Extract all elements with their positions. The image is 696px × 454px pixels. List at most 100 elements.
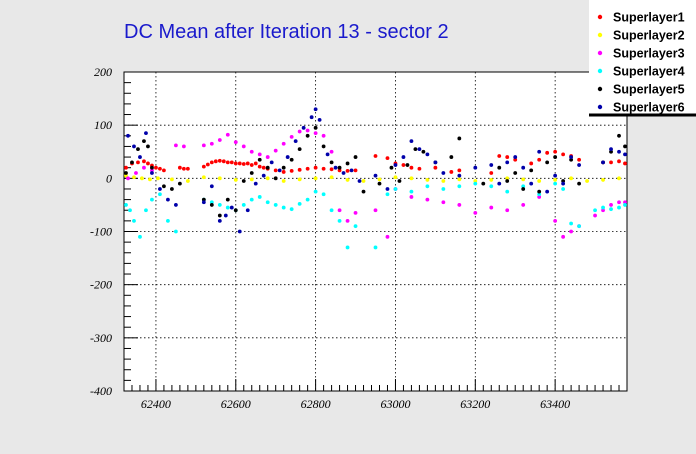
- data-point: [497, 181, 502, 186]
- data-point: [577, 181, 581, 186]
- data-point: [505, 160, 510, 165]
- data-point: [217, 176, 222, 181]
- data-point: [593, 213, 597, 218]
- data-point: [293, 139, 298, 144]
- data-point: [150, 165, 154, 170]
- legend-marker: [597, 32, 603, 38]
- data-point: [217, 158, 222, 163]
- data-point: [132, 218, 136, 223]
- data-point: [521, 203, 526, 207]
- legend: Superlayer1 Superlayer2 Superlayer3 Superla…: [589, 0, 696, 117]
- data-point: [257, 152, 262, 157]
- data-point: [617, 200, 621, 205]
- data-point: [253, 161, 258, 166]
- data-point: [489, 163, 494, 167]
- data-point: [457, 184, 462, 189]
- data-point: [457, 168, 462, 173]
- data-point: [297, 177, 302, 182]
- data-point: [577, 163, 581, 167]
- data-point: [321, 192, 326, 197]
- data-point: [425, 152, 430, 157]
- data-point: [377, 177, 382, 182]
- data-point: [173, 203, 178, 207]
- data-point: [265, 155, 270, 159]
- data-point: [529, 168, 534, 173]
- y-tick-label: -200: [90, 278, 112, 292]
- data-point: [124, 203, 128, 207]
- data-point: [553, 218, 558, 223]
- data-point: [349, 168, 354, 173]
- data-point: [305, 166, 310, 171]
- data-point: [136, 147, 140, 151]
- data-point: [225, 197, 230, 202]
- data-point: [357, 179, 362, 183]
- data-point: [217, 203, 222, 207]
- data-point: [281, 165, 286, 170]
- data-point: [545, 160, 550, 165]
- data-point: [505, 155, 510, 159]
- plot-background: [124, 72, 627, 391]
- data-point: [337, 208, 342, 213]
- data-point: [297, 147, 302, 151]
- x-tick-label: 63400: [540, 397, 570, 411]
- legend-label: Superlayer4: [613, 65, 685, 79]
- data-point: [166, 197, 170, 202]
- data-point: [505, 189, 510, 194]
- data-point: [142, 139, 146, 144]
- data-point: [345, 218, 350, 223]
- data-point: [385, 187, 390, 191]
- data-point: [593, 208, 597, 213]
- data-point: [297, 129, 302, 134]
- data-point: [433, 160, 438, 165]
- data-point: [181, 144, 186, 149]
- x-tick-label: 63000: [380, 397, 410, 411]
- data-point: [385, 192, 390, 197]
- data-point: [313, 107, 318, 112]
- data-point: [150, 197, 154, 202]
- series-superlayer6: [126, 107, 627, 234]
- data-point: [313, 189, 318, 194]
- data-point: [181, 166, 186, 171]
- data-point: [130, 160, 134, 165]
- data-point: [128, 208, 132, 213]
- data-point: [265, 200, 270, 205]
- series-superlayer3: [126, 128, 627, 239]
- data-point: [281, 179, 286, 183]
- data-point: [265, 165, 270, 170]
- data-point: [233, 208, 238, 213]
- data-point: [623, 144, 627, 149]
- data-point: [154, 165, 158, 170]
- data-point: [449, 170, 454, 174]
- data-point: [249, 177, 254, 182]
- data-point: [609, 203, 613, 207]
- data-point: [329, 208, 334, 213]
- data-point: [617, 176, 621, 181]
- data-point: [233, 178, 238, 182]
- data-point: [201, 175, 206, 180]
- x-tick-label: 62400: [141, 397, 171, 411]
- data-point: [249, 197, 254, 202]
- data-point: [126, 176, 130, 181]
- data-point: [249, 149, 254, 154]
- data-point: [373, 208, 378, 213]
- data-point: [124, 173, 128, 178]
- data-point: [409, 195, 414, 199]
- data-point: [457, 203, 462, 207]
- data-point: [361, 179, 366, 183]
- data-point: [257, 157, 262, 162]
- data-point: [497, 165, 502, 170]
- data-point: [209, 203, 214, 207]
- data-point: [185, 166, 190, 171]
- data-point: [609, 207, 613, 212]
- data-point: [269, 160, 274, 165]
- data-point: [617, 133, 621, 138]
- data-point: [329, 149, 334, 154]
- data-point: [489, 184, 494, 189]
- x-tick-label: 63200: [460, 397, 490, 411]
- data-point: [281, 205, 286, 210]
- data-point: [417, 166, 422, 171]
- y-tick-label: 200: [94, 65, 112, 79]
- data-point: [158, 187, 162, 191]
- data-point: [233, 161, 238, 166]
- data-point: [361, 189, 366, 194]
